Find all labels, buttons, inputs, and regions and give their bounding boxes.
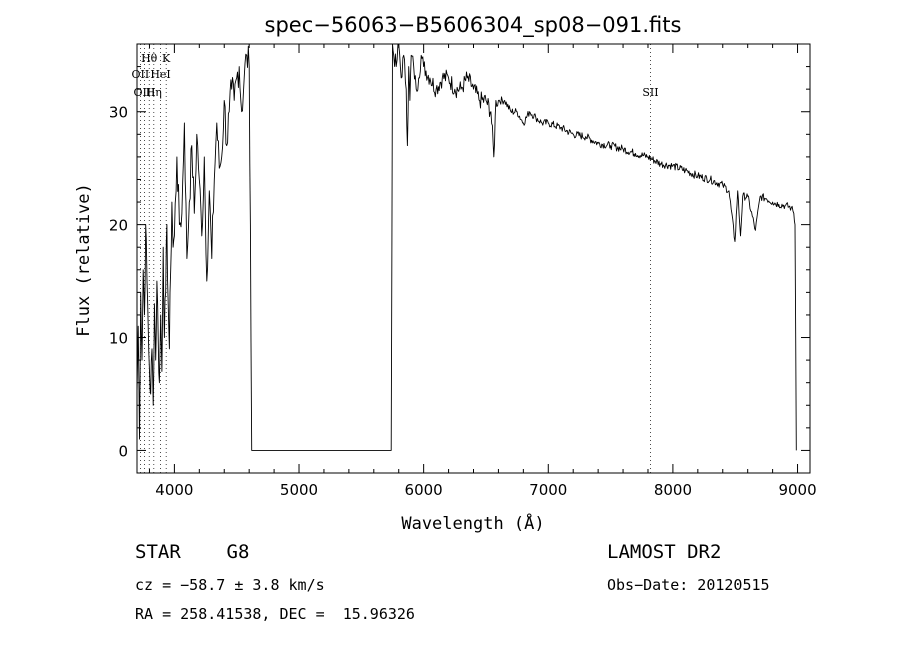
x-tick-label-4000: 4000 — [155, 481, 193, 499]
y-tick-label-20: 20 — [109, 217, 128, 235]
x-tick-label-9000: 9000 — [778, 481, 816, 499]
plot-border — [136, 43, 811, 474]
line-label-K: K — [162, 52, 171, 65]
plot-frame — [136, 43, 811, 474]
spectrum-line — [136, 43, 797, 451]
y-axis-ticks: 0 10 20 30 — [109, 43, 810, 460]
x-axis-ticks: 4000 5000 6000 7000 8000 9000 — [148, 44, 817, 499]
line-label-OIII: OIII — [133, 86, 155, 99]
y-tick-label-30: 30 — [109, 104, 128, 122]
observation-date: Obs−Date: 20120515 — [607, 576, 770, 594]
object-class: STAR G8 — [135, 541, 250, 563]
chart-title: spec−56063−B5606304_sp08−091.fits — [265, 13, 682, 38]
line-label-Hθ: Hθ — [141, 52, 158, 65]
spectrum-series — [136, 43, 797, 451]
line-label-OII: OII — [132, 68, 150, 81]
redshift-velocity: cz = −58.7 ± 3.8 km/s — [135, 576, 325, 594]
x-tick-label-7000: 7000 — [529, 481, 567, 499]
x-axis-label: Wavelength (Å) — [401, 512, 544, 534]
y-axis-label: Flux (relative) — [74, 183, 94, 337]
x-tick-label-8000: 8000 — [654, 481, 692, 499]
y-tick-label-10: 10 — [109, 330, 128, 348]
y-tick-label-0: 0 — [118, 442, 128, 460]
x-tick-label-5000: 5000 — [280, 481, 318, 499]
survey-name: LAMOST DR2 — [607, 541, 722, 563]
line-label-Hη: Hη — [146, 86, 162, 99]
coordinates: RA = 258.41538, DEC = 15.96326 — [135, 605, 415, 623]
line-label-HeI: HeI — [150, 68, 170, 81]
x-tick-label-6000: 6000 — [405, 481, 443, 499]
line-label-SII: SII — [642, 86, 658, 99]
